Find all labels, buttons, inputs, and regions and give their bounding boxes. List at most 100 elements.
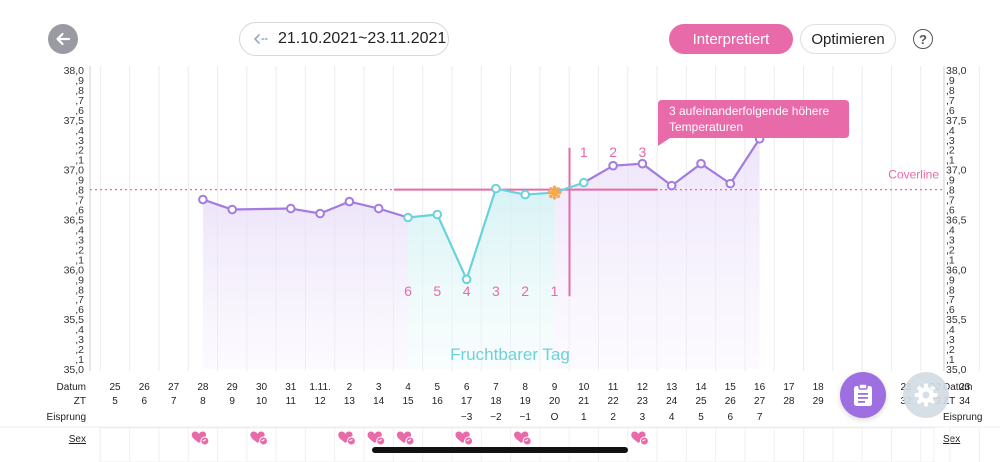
heart-check-icon <box>455 431 474 446</box>
y-tick-label-right: ,6 <box>946 205 955 217</box>
date-cell: 7 <box>493 382 499 393</box>
temperature-point <box>520 189 531 200</box>
y-tick-label-right: ,7 <box>946 294 955 306</box>
sun-ray <box>552 195 557 200</box>
low-temp-count: 6 <box>404 283 412 299</box>
temperature-line-segment <box>377 207 410 219</box>
low-temp-count: 4 <box>463 283 471 299</box>
tooltip-text-line2: Temperaturen <box>669 120 743 134</box>
check-mark <box>407 438 412 442</box>
date-cell: 18 <box>813 382 825 393</box>
date-cell: 1.11. <box>309 382 331 393</box>
zt-label-left: ZT <box>74 396 86 407</box>
cycle-day-cell: 21 <box>578 396 590 407</box>
heart-shape <box>367 431 382 443</box>
temperature-line-segment <box>289 207 322 215</box>
cycle-day-cell: 15 <box>402 396 414 407</box>
cycle-day-cell: 22 <box>608 396 620 407</box>
check-mark <box>466 438 470 442</box>
cycle-day-cell: 5 <box>112 396 118 407</box>
check-mark <box>349 438 353 442</box>
date-cell: 3 <box>376 382 382 393</box>
cycle-day-cell: 28 <box>783 396 795 407</box>
temperature-line-segment <box>729 137 761 185</box>
fertile-window-area <box>408 188 555 369</box>
notes-button[interactable] <box>840 372 886 418</box>
heart-shape <box>250 431 265 443</box>
back-button[interactable] <box>48 24 78 54</box>
coverline-label: Coverline <box>888 168 939 182</box>
y-tick-label-left: ,4 <box>75 224 84 236</box>
y-tick-label-left: ,4 <box>75 125 84 137</box>
cycle-day-cell: 23 <box>637 396 649 407</box>
ovulation-offset-cell: 4 <box>669 412 675 423</box>
low-temp-count: 2 <box>521 283 529 299</box>
temperature-point <box>286 203 296 214</box>
date-range-selector[interactable]: 21.10.2021~23.11.2021 <box>239 22 449 56</box>
interpretation-tooltip <box>658 100 849 146</box>
temperature-point <box>432 209 443 220</box>
settings-button[interactable] <box>903 372 949 418</box>
y-tick-label-left: ,1 <box>75 354 84 366</box>
low-temp-count: 1 <box>551 283 559 299</box>
date-cell: 14 <box>695 382 707 393</box>
y-tick-label-left: ,3 <box>75 135 84 147</box>
interpret-button[interactable]: Interpretiert <box>669 24 793 54</box>
y-tick-label-right: ,3 <box>946 135 955 147</box>
y-tick-label-left: 37,0 <box>64 165 85 177</box>
sex-label-left[interactable]: Sex <box>69 434 86 445</box>
cycle-day-cell: 11 <box>286 396 297 407</box>
y-tick-label-left: 35,5 <box>64 314 85 326</box>
sun-ray <box>547 190 552 195</box>
heart-check-icon <box>250 431 268 446</box>
date-cell: 11 <box>608 382 619 393</box>
cycle-day-cell: 19 <box>520 396 532 407</box>
back-arrow-icon <box>56 32 71 46</box>
date-cell: 30 <box>256 382 268 393</box>
temperature-point <box>725 178 736 189</box>
temperature-line-segment <box>436 213 468 281</box>
check-badge <box>376 436 386 446</box>
help-icon[interactable]: ? <box>913 29 933 49</box>
date-cell: 26 <box>139 382 151 393</box>
y-tick-label-left: ,3 <box>75 234 84 246</box>
temperature-point <box>373 203 384 214</box>
y-tick-label-left: ,8 <box>75 185 84 197</box>
high-temp-count: 2 <box>609 144 617 160</box>
y-tick-label-left: ,2 <box>75 344 84 356</box>
temperature-point <box>696 158 706 169</box>
y-tick-label-right: ,7 <box>946 95 955 107</box>
y-tick-label-right: ,1 <box>946 254 955 266</box>
sun-ray <box>557 190 562 195</box>
sex-label-right[interactable]: Sex <box>943 434 960 445</box>
temperature-line-segment <box>465 187 497 281</box>
y-tick-label-left: ,6 <box>75 105 84 117</box>
check-badge <box>200 436 210 446</box>
cycle-day-cell: 20 <box>549 396 561 407</box>
y-tick-label-right: 36,0 <box>946 264 967 276</box>
y-tick-label-left: ,9 <box>75 274 84 286</box>
check-mark <box>642 438 646 442</box>
y-tick-label-right: 35,0 <box>946 364 967 376</box>
sun-ray <box>556 187 560 191</box>
date-cell: 12 <box>637 382 649 393</box>
y-tick-label-left: ,7 <box>75 294 84 306</box>
y-tick-label-left: ,7 <box>75 95 84 107</box>
date-cell: 5 <box>435 382 441 393</box>
temperature-point <box>198 194 208 205</box>
gear-icon <box>914 383 938 407</box>
date-cell: 15 <box>725 382 737 393</box>
temperature-point <box>461 274 472 285</box>
sun-ray <box>552 185 557 190</box>
date-cell: 2 <box>347 382 353 393</box>
heart-shape <box>396 431 412 443</box>
optimize-button[interactable]: Optimieren <box>800 24 896 54</box>
low-temp-count: 3 <box>492 283 500 299</box>
y-tick-label-right: ,4 <box>946 224 955 236</box>
y-tick-label-left: 37,5 <box>64 115 85 127</box>
temperature-line-segment <box>582 164 615 184</box>
cycle-day-cell: 12 <box>315 396 327 407</box>
temperature-line-segment <box>494 187 527 196</box>
clipboard-icon <box>854 383 872 406</box>
sun-icon <box>547 185 562 200</box>
